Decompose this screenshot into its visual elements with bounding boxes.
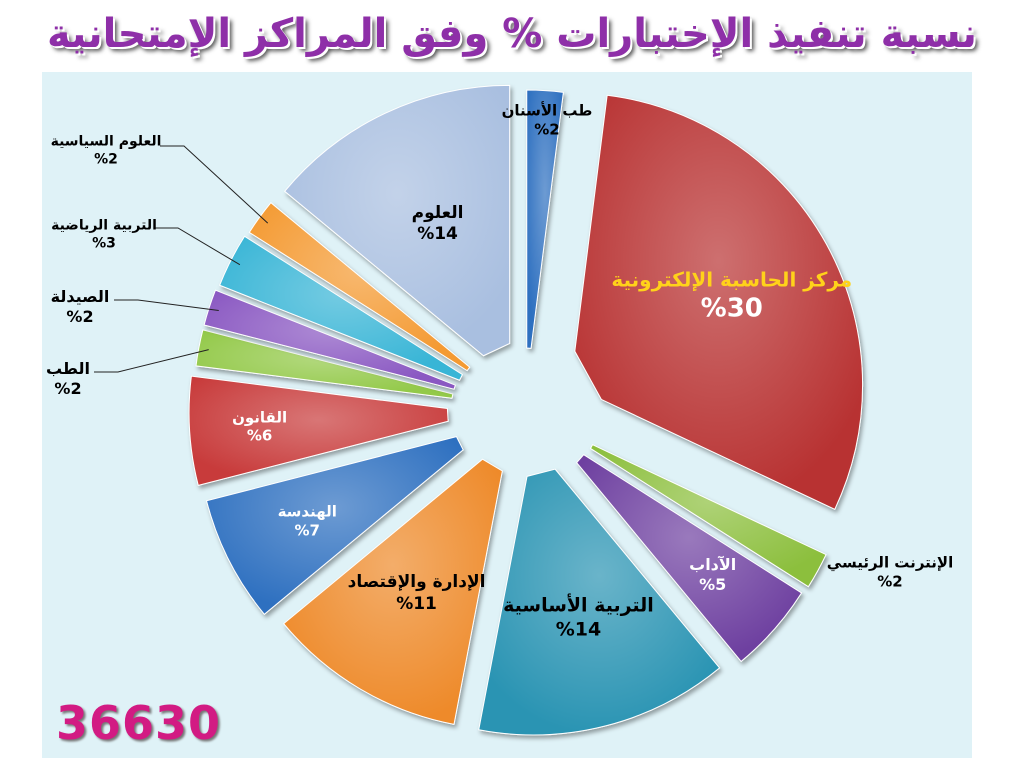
slice-label-value: %2 — [66, 307, 94, 326]
slice-label: القانون %6 — [232, 408, 287, 446]
slice-label-name: العلوم السياسية — [50, 133, 162, 150]
leader-line — [154, 227, 241, 266]
leader-lines — [94, 145, 269, 373]
pie-slice-gloss — [204, 290, 456, 390]
pie-slice-gloss — [576, 454, 802, 662]
slice-label-name: الآداب — [689, 555, 737, 575]
slice-label: الآداب %5 — [689, 555, 736, 595]
slice-label: العلوم %14 — [412, 203, 464, 246]
pie-slice-gloss — [284, 85, 510, 356]
slice-label: الإدارة والإقتصاد %11 — [348, 572, 486, 615]
pie-slice-gloss — [219, 236, 463, 381]
leader-line — [94, 349, 209, 373]
chart-title: نسبة تنفيذ الإختبارات % وفق المراكز الإم… — [47, 11, 977, 57]
slice-label-value: %14 — [555, 618, 602, 641]
slice-label-name: القانون — [232, 407, 288, 426]
leader-line — [160, 145, 269, 224]
slice-label: الصيدلة %2 — [51, 287, 110, 327]
slice-label-name: الهندسة — [277, 502, 337, 521]
pie-slice-gloss — [526, 90, 564, 349]
pie-slice-gloss — [283, 459, 503, 725]
slice-label: طب الأسنان %2 — [502, 101, 593, 139]
pie-slice-gloss — [206, 436, 464, 615]
slice-label-value: %11 — [396, 593, 437, 614]
slice-label: مركز الحاسبة الإلكترونية %30 — [611, 268, 852, 326]
slice-label-value: %2 — [877, 572, 903, 590]
slice-label-value: %2 — [94, 151, 118, 167]
pie-slice-gloss — [574, 95, 863, 510]
slice-label-value: %30 — [700, 293, 763, 324]
slice-label-value: %7 — [294, 520, 320, 539]
slice-label-value: %2 — [54, 379, 82, 398]
slice-label-name: الإدارة والإقتصاد — [347, 572, 486, 593]
slice-label-name: الطب — [45, 359, 91, 378]
total-count: 36630 — [56, 696, 222, 750]
slice-label-name: العلوم — [411, 202, 464, 223]
slice-label: الهندسة %7 — [278, 502, 337, 540]
pie-slices — [188, 84, 864, 736]
slice-label-name: التربية الرياضية — [51, 217, 157, 234]
slice-label-name: التربية الأساسية — [503, 594, 654, 617]
slice-label-name: طب الأسنان — [501, 101, 593, 120]
pie-slice-gloss — [478, 469, 720, 735]
pie-slice-gloss — [590, 444, 827, 587]
leader-line — [114, 299, 219, 311]
plot-area: طب الأسنان %2 مركز الحاسبة الإلكترونية %30 ا… — [42, 72, 972, 758]
slice-label: العلوم السياسية %2 — [51, 134, 162, 169]
slice-label-value: %6 — [246, 426, 273, 445]
slice-label: التربية الأساسية %14 — [503, 595, 654, 643]
pie-slice-gloss — [196, 329, 453, 399]
pie-chart — [94, 84, 864, 736]
pie-slice-gloss — [189, 376, 449, 486]
slice-label: الطب %2 — [46, 359, 90, 399]
slice-label-value: %5 — [699, 575, 727, 595]
slice-label-name: الصيدلة — [50, 287, 110, 306]
slice-label-value: %3 — [92, 235, 116, 251]
slice-label-name: مركز الحاسبة الإلكترونية — [611, 267, 853, 292]
slice-label-value: %14 — [417, 224, 458, 245]
slice-label-name: الإنترنت الرئيسي — [826, 553, 954, 572]
slice-label: التربية الرياضية %3 — [51, 218, 157, 253]
slice-label: الإنترنت الرئيسي %2 — [827, 553, 953, 591]
slice-label-value: %2 — [534, 120, 560, 138]
pie-slice-gloss — [249, 202, 470, 371]
